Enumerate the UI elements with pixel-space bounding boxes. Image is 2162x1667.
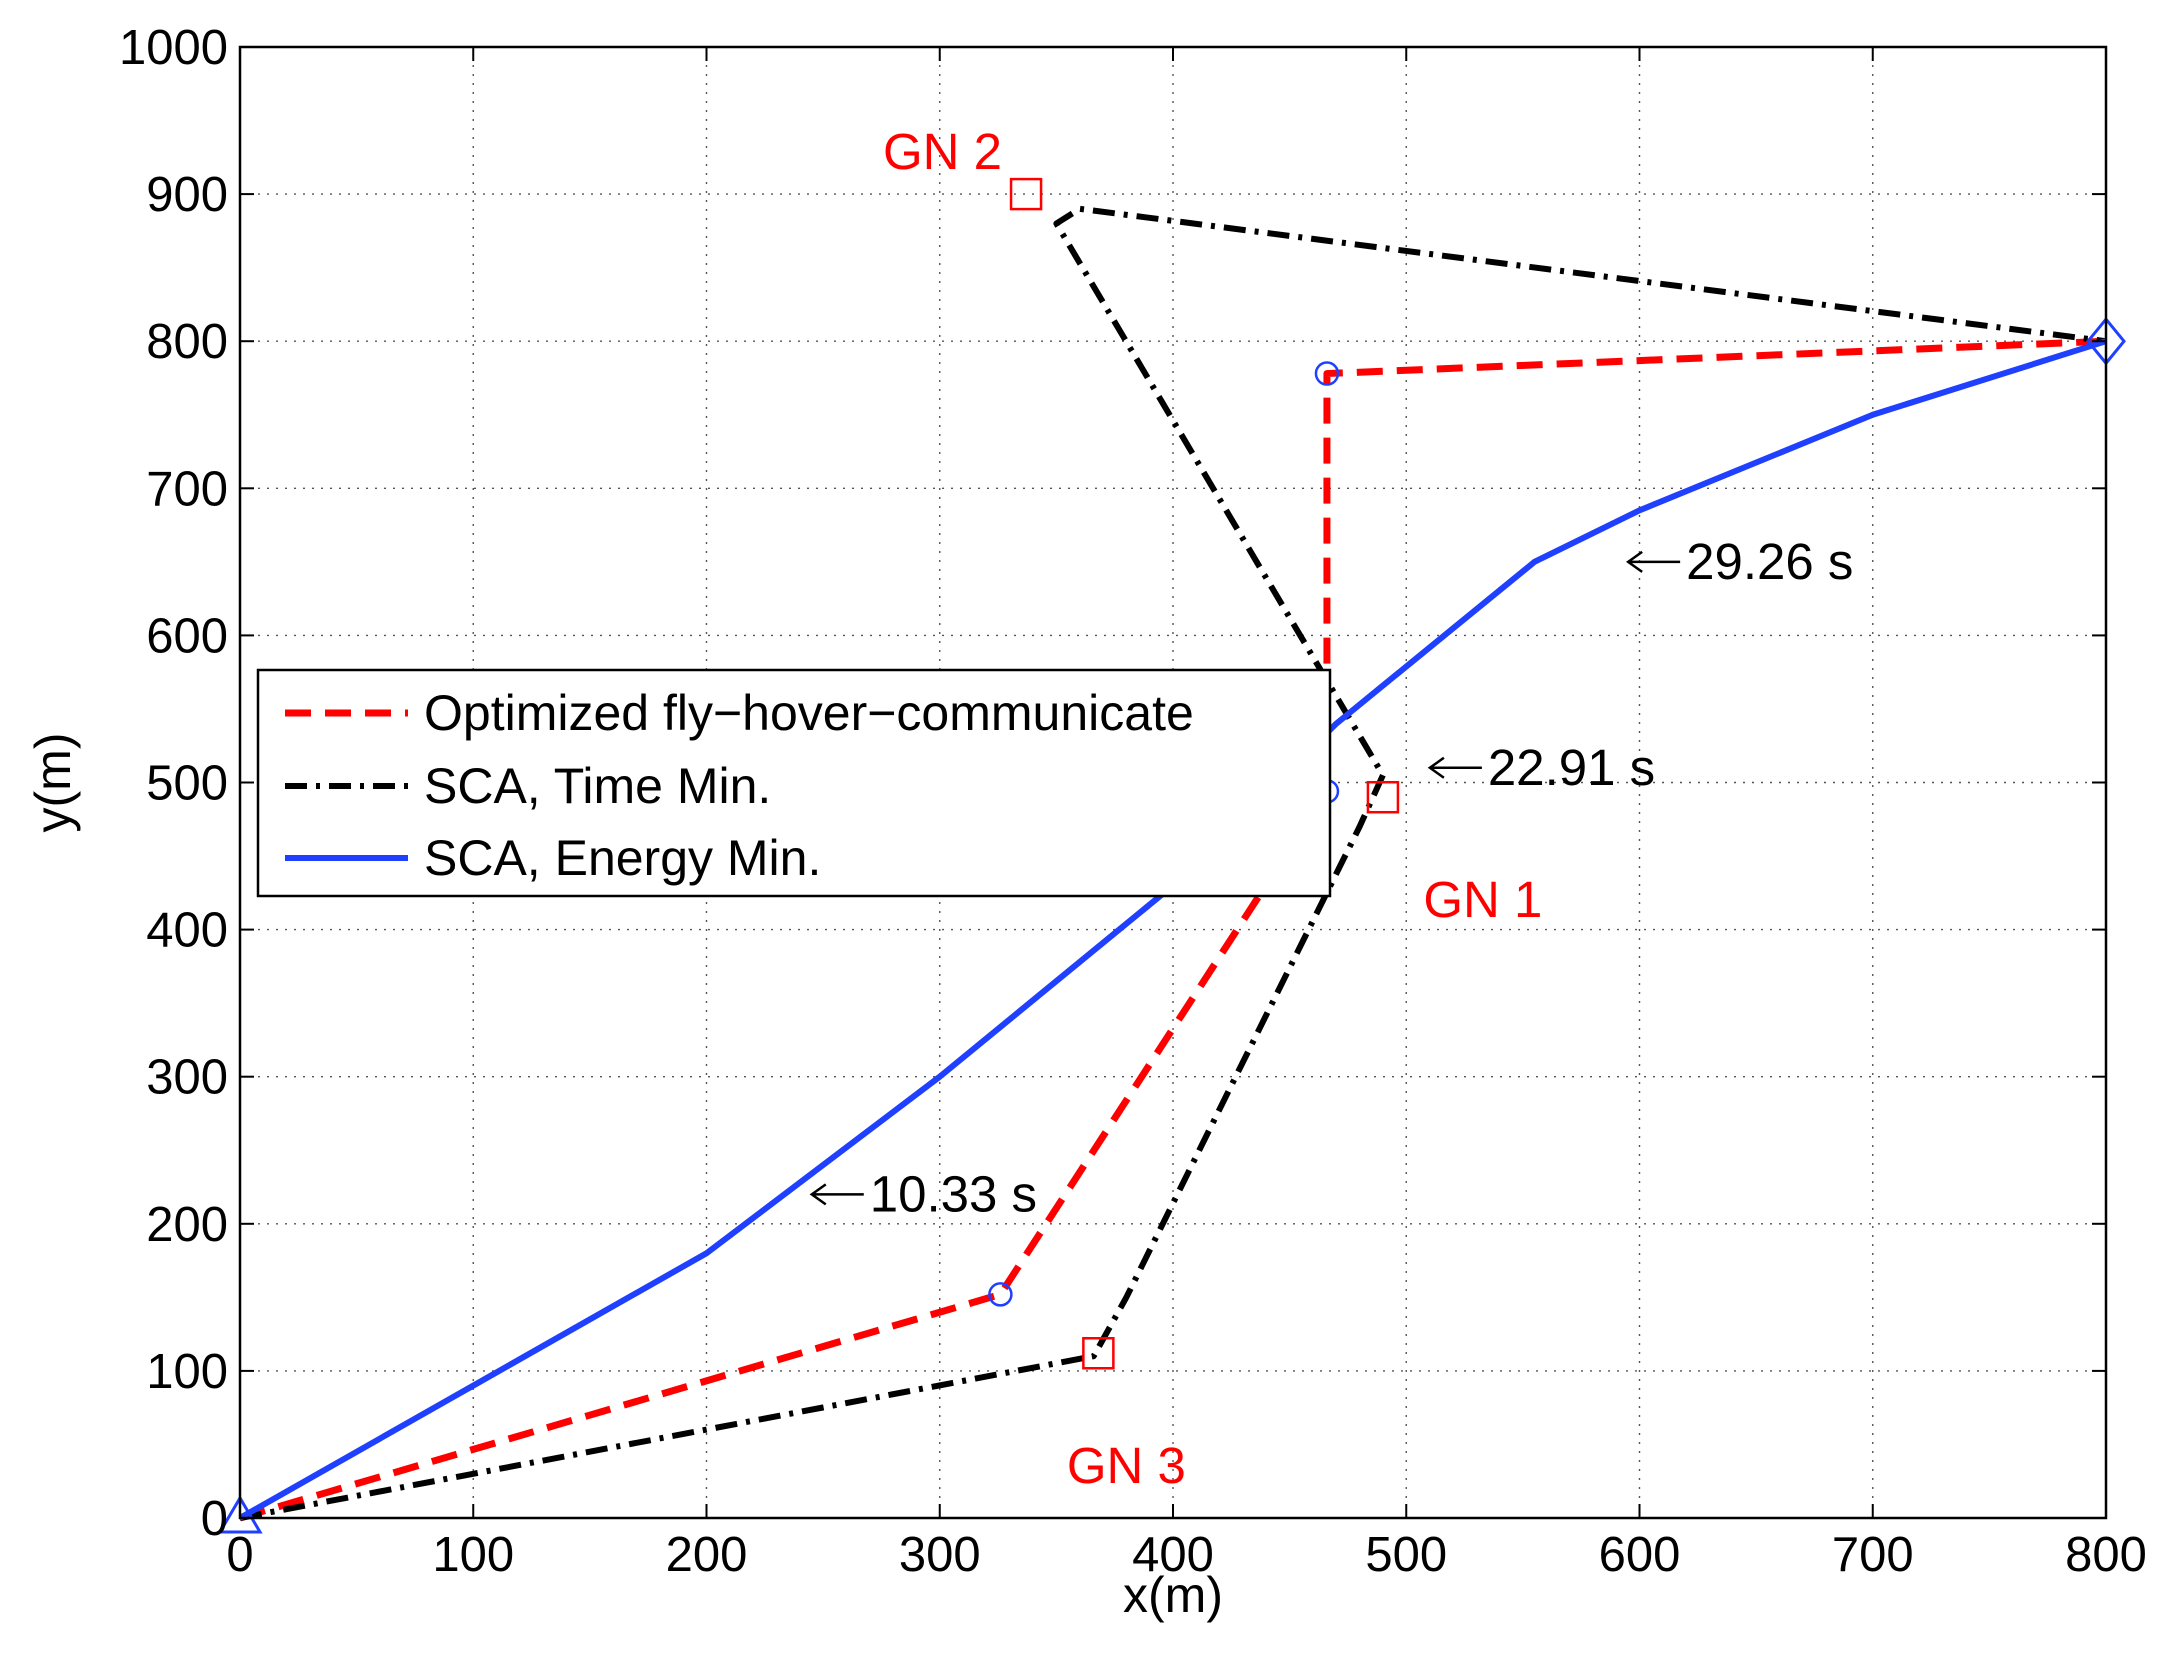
y-tick-label: 400 [146, 904, 228, 958]
hover-point-marker [988, 1282, 1013, 1307]
series-line-optimized-fly-hover-communicate [239, 337, 2107, 1522]
markers-group: GN 1 GN 2 GN 3 [217, 123, 2126, 1534]
annotation-arrowhead [1625, 550, 1643, 573]
x-axis-label: x(m) [1123, 1567, 1223, 1623]
y-tick-label: 900 [146, 168, 228, 222]
x-tick-label: 200 [666, 1528, 748, 1582]
x-tick-label: 100 [432, 1528, 514, 1582]
gn-marker-gn-2 [1009, 177, 1043, 211]
legend: Optimized fly−hover−communicate SCA, Tim… [256, 668, 1332, 898]
x-tick-label: 800 [2065, 1528, 2147, 1582]
y-tick-label: 600 [146, 609, 228, 663]
y-tick-label: 0 [201, 1492, 228, 1546]
gn-label-gn-1: GN 1 [1423, 871, 1542, 928]
annotation-arrowhead [809, 1183, 827, 1206]
y-tick-label: 500 [146, 757, 228, 811]
axis-ticks: 0 100 200 300 400 500 600 700 800 0 100 200 300 400 50… [119, 21, 2147, 1582]
x-tick-label: 500 [1365, 1528, 1447, 1582]
grid-lines [240, 47, 2106, 1518]
start-triangle-marker [217, 1495, 263, 1534]
y-tick-label: 200 [146, 1198, 228, 1252]
x-tick-label: 700 [1832, 1528, 1914, 1582]
gn-marker-gn-3 [1082, 1336, 1115, 1370]
annotations-group: 10.33 s 22.91 s 29.26 s [809, 533, 1853, 1222]
series-line-sca-time-min [239, 205, 2107, 1521]
y-tick-label: 100 [146, 1345, 228, 1399]
hover-point-marker [1314, 361, 1340, 386]
y-tick-label: 1000 [119, 21, 228, 75]
legend-label-energy-min: SCA, Energy Min. [424, 830, 821, 886]
x-tick-label: 600 [1599, 1528, 1681, 1582]
x-tick-label: 400 [1132, 1528, 1214, 1582]
y-tick-label: 300 [146, 1051, 228, 1105]
gn-label-gn-2: GN 2 [883, 123, 1002, 180]
x-tick-label: 300 [899, 1528, 981, 1582]
y-axis-label: y(m) [25, 733, 81, 833]
x-tick-label: 0 [226, 1528, 253, 1582]
gn-label-gn-3: GN 3 [1067, 1437, 1186, 1494]
legend-box [256, 668, 1332, 898]
gn-marker-gn-1 [1366, 780, 1400, 814]
y-tick-label: 800 [146, 315, 228, 369]
annotation-label-10-33-s: 10.33 s [870, 1165, 1037, 1222]
annotation-label-29-26-s: 29.26 s [1686, 533, 1853, 590]
legend-label-time-min: SCA, Time Min. [424, 758, 771, 814]
y-tick-label: 700 [146, 462, 228, 516]
annotation-arrowhead [1427, 756, 1445, 779]
annotation-label-22-91-s: 22.91 s [1488, 739, 1655, 796]
legend-label-fly-hover: Optimized fly−hover−communicate [424, 685, 1194, 741]
